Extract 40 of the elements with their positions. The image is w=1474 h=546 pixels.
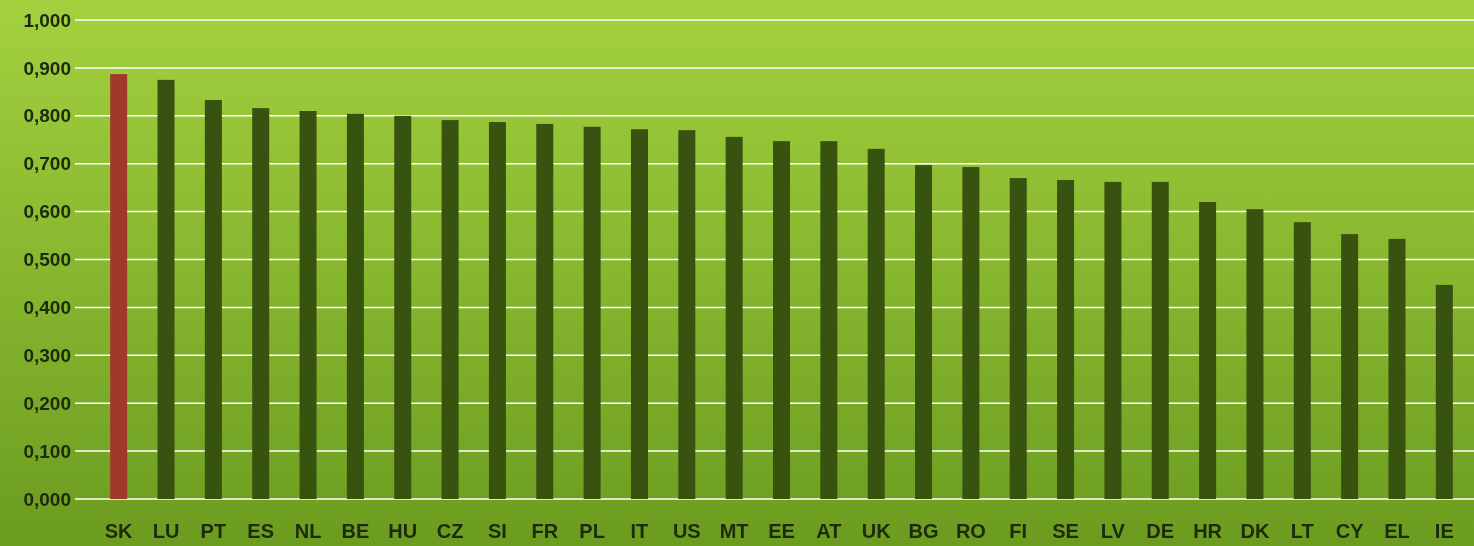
x-tick-label: DK	[1240, 520, 1270, 542]
x-tick-label: PT	[200, 520, 227, 542]
x-tick-label: EE	[768, 520, 795, 542]
y-tick-label: 0,200	[23, 392, 71, 414]
x-tick-label: SK	[104, 520, 134, 542]
x-tick-label: SI	[487, 520, 507, 542]
x-tick-label: US	[672, 520, 701, 542]
y-tick-label: 0,800	[23, 105, 71, 127]
x-tick-label: BG	[908, 520, 939, 542]
x-tick-label: CZ	[436, 520, 464, 542]
x-tick-label: IT	[630, 520, 649, 542]
x-tick-label: FI	[1009, 520, 1028, 542]
x-tick-label: CY	[1335, 520, 1365, 542]
x-tick-label: LV	[1100, 520, 1126, 542]
x-tick-label: ES	[247, 520, 275, 542]
y-tick-label: 0,500	[23, 249, 71, 271]
y-tick-label: 0,300	[23, 344, 71, 366]
x-tick-label: AT	[816, 520, 842, 542]
x-tick-label: MT	[719, 520, 749, 542]
y-tick-label: 0,600	[23, 201, 71, 223]
x-tick-label: PL	[579, 520, 605, 542]
x-tick-label: BE	[341, 520, 370, 542]
x-tick-label: FR	[531, 520, 559, 542]
x-tick-label: EL	[1384, 520, 1410, 542]
x-tick-label: IE	[1434, 520, 1454, 542]
x-tick-label: HR	[1193, 520, 1223, 542]
y-tick-label: 0,000	[23, 488, 71, 510]
x-tick-label: HU	[388, 520, 418, 542]
x-tick-label: LT	[1290, 520, 1314, 542]
y-tick-label: 0,400	[23, 297, 71, 319]
y-tick-label: 0,700	[23, 153, 71, 175]
x-tick-label: RO	[955, 520, 986, 542]
x-tick-label: DE	[1146, 520, 1175, 542]
y-tick-label: 0,100	[23, 440, 71, 462]
y-tick-label: 1,000	[23, 9, 71, 31]
x-tick-label: LU	[152, 520, 180, 542]
x-tick-label: SE	[1052, 520, 1079, 542]
x-tick-label: UK	[861, 520, 892, 542]
y-tick-label: 0,900	[23, 57, 71, 79]
x-tick-label: NL	[294, 520, 322, 542]
